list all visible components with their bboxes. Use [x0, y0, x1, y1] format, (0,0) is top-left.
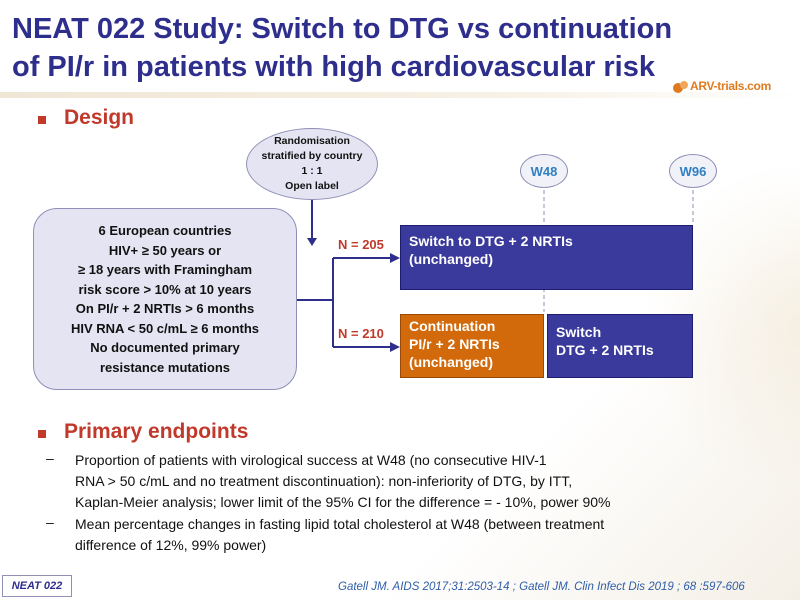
title-line-2: of PI/r in patients with high cardiovasc… — [12, 51, 655, 83]
switch-arm-n: N = 205 — [338, 237, 384, 252]
study-tag: NEAT 022 — [2, 575, 72, 597]
criteria-line: 6 European countries — [98, 223, 232, 238]
endpoint-line: Mean percentage changes in fasting lipid… — [75, 516, 605, 532]
title-line-1: NEAT 022 Study: Switch to DTG vs continu… — [12, 13, 673, 45]
section-primary-endpoints: Primary endpoints — [64, 420, 249, 443]
continuation-arm-box: Continuation PI/r + 2 NRTIs (unchanged) — [400, 314, 544, 378]
arv-trials-logo-icon — [673, 81, 688, 93]
endpoint-line: difference of 12%, 99% power) — [75, 537, 267, 553]
randomisation-arrowhead — [307, 238, 317, 246]
criteria-line: On PI/r + 2 NRTIs > 6 months — [75, 301, 255, 316]
criteria-line: HIV+ ≥ 50 years or — [108, 242, 222, 258]
randomisation-ellipse: Randomisation stratified by country 1 : … — [246, 128, 378, 200]
switch-arm-line-2: (unchanged) — [409, 251, 493, 267]
switch-arm-box: Switch to DTG + 2 NRTIs (unchanged) — [400, 225, 693, 290]
later-switch-line-2: DTG + 2 NRTIs — [556, 342, 654, 358]
endpoint-item: Proportion of patients with virological … — [75, 450, 775, 513]
header-divider — [0, 92, 800, 98]
criteria-line: risk score > 10% at 10 years — [78, 281, 252, 297]
section-bullet — [38, 430, 46, 438]
endpoint-item: Mean percentage changes in fasting lipid… — [75, 514, 775, 556]
endpoint-line: RNA > 50 c/mL and no treatment discontin… — [75, 473, 573, 489]
randomisation-line-2: stratified by country — [261, 150, 363, 162]
logo-text: ARV-trials.com — [690, 79, 771, 93]
criteria-line: No documented primary — [90, 340, 240, 355]
switch-arm-line-1: Switch to DTG + 2 NRTIs — [409, 233, 573, 249]
section-bullet — [38, 116, 46, 124]
endpoint-dash: – — [46, 450, 54, 466]
continuation-arm-line-2: PI/r + 2 NRTIs — [409, 336, 500, 352]
continuation-arm-line-1: Continuation — [409, 318, 496, 334]
endpoint-dash: – — [46, 514, 54, 530]
randomisation-line-1: Randomisation — [274, 135, 350, 147]
continuation-arm-n: N = 210 — [338, 326, 384, 341]
criteria-line: ≥ 18 years with Framingham — [77, 262, 253, 277]
endpoint-line: Proportion of patients with virological … — [75, 452, 547, 468]
criteria-line: HIV RNA < 50 c/mL ≥ 6 months — [70, 320, 260, 336]
branch-switch-arrowhead — [390, 253, 400, 263]
endpoint-line: Kaplan-Meier analysis; lower limit of th… — [75, 494, 611, 510]
continuation-arm-line-3: (unchanged) — [409, 354, 493, 370]
timepoint-w48: W48 — [520, 154, 568, 188]
arv-trials-logo: ARV-trials.com — [672, 76, 790, 98]
timepoint-w96: W96 — [669, 154, 717, 188]
slide-title: NEAT 022 Study: Switch to DTG vs continu… — [12, 10, 712, 86]
inclusion-criteria-box: 6 European countries HIV+ ≥ 50 years or … — [33, 208, 297, 390]
randomisation-open-label: Open label — [285, 180, 339, 192]
later-switch-box: Switch DTG + 2 NRTIs — [547, 314, 693, 378]
randomisation-ratio: 1 : 1 — [301, 165, 323, 177]
later-switch-line-1: Switch — [556, 324, 602, 340]
citation: Gatell JM. AIDS 2017;31:2503-14 ; Gatell… — [338, 581, 745, 593]
section-design: Design — [64, 106, 135, 129]
branch-continuation-arrowhead — [390, 342, 400, 352]
criteria-line: resistance mutations — [99, 359, 231, 375]
